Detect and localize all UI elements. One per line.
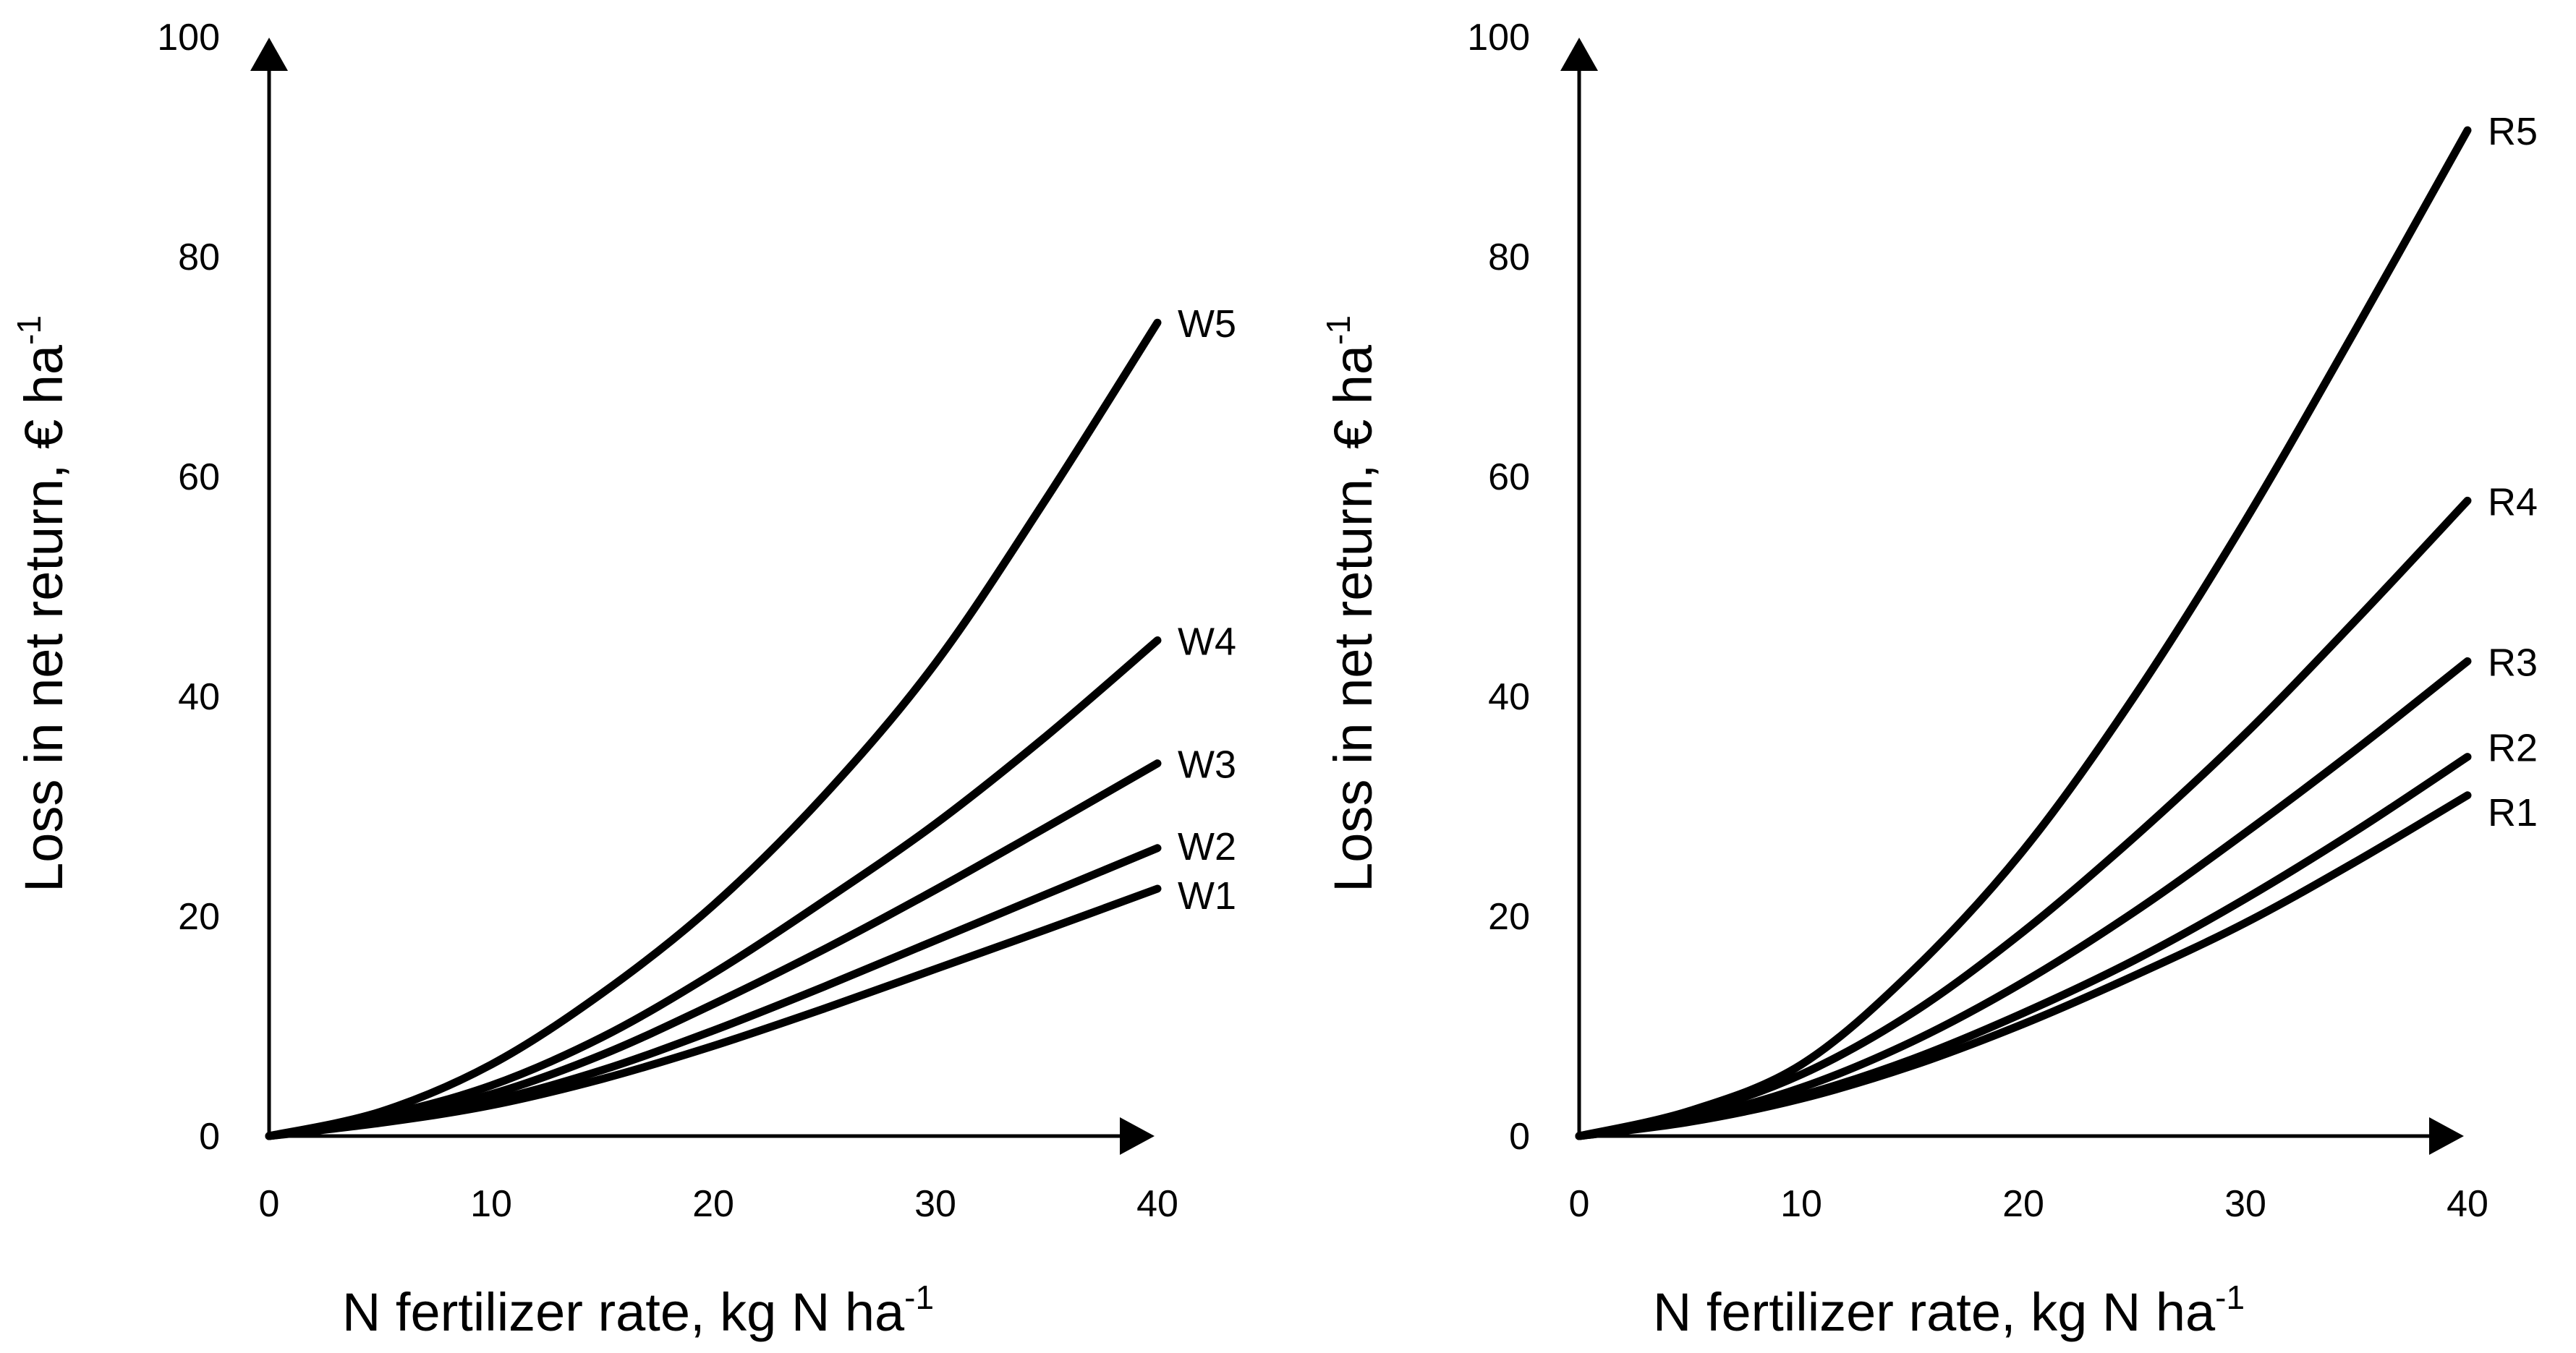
x-tick-label: 40 <box>2447 1183 2488 1225</box>
series-line-w5 <box>265 318 1162 1140</box>
x-tick-label: 20 <box>2002 1183 2044 1225</box>
y-tick-label: 40 <box>1488 676 1530 718</box>
y-tick-label: 20 <box>178 896 220 938</box>
chart-panel-rye: 0 20 40 60 80 100 0 10 20 30 40 R1 R2 R3 R4 R5 N fert… <box>1319 17 2538 1342</box>
x-tick-label: 20 <box>692 1183 734 1225</box>
x-tick-label: 0 <box>259 1183 280 1225</box>
series-label-w4: W4 <box>1178 620 1236 663</box>
series-line-w1 <box>265 884 1162 1140</box>
x-tick-label: 0 <box>1569 1183 1590 1225</box>
x-tick-label: 30 <box>2224 1183 2266 1225</box>
series-label-w1: W1 <box>1178 874 1236 918</box>
y-axis-title: Loss in net return, € ha-1 <box>1319 315 1383 892</box>
series-line-r3 <box>1575 657 2472 1140</box>
series-line-w4 <box>265 636 1162 1140</box>
series-label-r4: R4 <box>2488 480 2538 524</box>
series-label-w5: W5 <box>1178 302 1236 346</box>
y-tick-label: 60 <box>178 456 220 498</box>
series-label-r2: R2 <box>2488 727 2538 770</box>
y-tick-label: 0 <box>1509 1116 1530 1158</box>
series-lines <box>1575 126 2472 1140</box>
x-axis-arrow <box>1120 1117 1155 1155</box>
series-label-r1: R1 <box>2488 791 2538 835</box>
x-tick-label: 30 <box>914 1183 956 1225</box>
x-tick-labels: 0 10 20 30 40 <box>1569 1183 2488 1225</box>
y-tick-label: 40 <box>178 676 220 718</box>
series-line-r2 <box>1575 753 2472 1140</box>
y-tick-label: 60 <box>1488 456 1530 498</box>
y-tick-label: 80 <box>178 236 220 278</box>
y-tick-label: 0 <box>199 1116 220 1158</box>
y-tick-label: 20 <box>1488 896 1530 938</box>
y-tick-label: 80 <box>1488 236 1530 278</box>
x-axis-title: N fertilizer rate, kg N ha-1 <box>342 1279 934 1342</box>
series-label-w3: W3 <box>1178 743 1236 787</box>
y-axis-title: Loss in net return, € ha-1 <box>10 315 74 892</box>
y-tick-label: 100 <box>1467 17 1530 59</box>
series-line-r5 <box>1575 126 2472 1140</box>
series-label-r3: R3 <box>2488 641 2538 684</box>
series-line-w3 <box>265 759 1162 1140</box>
y-tick-labels: 0 20 40 60 80 100 <box>157 17 220 1158</box>
y-axis-arrow <box>1560 38 1598 71</box>
series-line-r4 <box>1575 496 2472 1140</box>
y-tick-label: 100 <box>157 17 220 59</box>
y-axis-arrow <box>250 38 288 71</box>
x-tick-label: 10 <box>470 1183 512 1225</box>
series-lines <box>265 318 1162 1140</box>
x-tick-labels: 0 10 20 30 40 <box>259 1183 1178 1225</box>
series-labels: W1 W2 W3 W4 W5 <box>1178 302 1236 918</box>
chart-panel-wheat: 0 20 40 60 80 100 0 10 20 30 40 W1 W2 W3 W4 W5 N fert… <box>10 17 1236 1342</box>
y-tick-labels: 0 20 40 60 80 100 <box>1467 17 1530 1158</box>
series-line-w2 <box>265 844 1162 1140</box>
series-labels: R1 R2 R3 R4 R5 <box>2488 110 2538 835</box>
x-tick-label: 40 <box>1136 1183 1178 1225</box>
x-axis-title: N fertilizer rate, kg N ha-1 <box>1653 1279 2245 1342</box>
x-tick-label: 10 <box>1780 1183 1822 1225</box>
x-axis-arrow <box>2429 1117 2464 1155</box>
series-label-r5: R5 <box>2488 110 2538 153</box>
series-label-w2: W2 <box>1178 825 1236 868</box>
